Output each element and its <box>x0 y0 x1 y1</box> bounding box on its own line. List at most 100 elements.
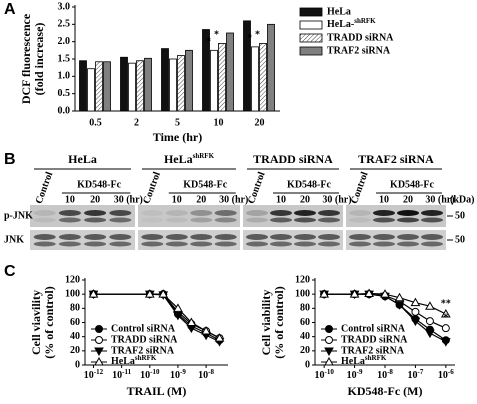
y-tick-label: 0.5 <box>58 88 71 99</box>
x-tick-label: 10-6 <box>438 368 454 382</box>
band <box>421 217 443 223</box>
band <box>141 210 164 216</box>
blot-p-jnk <box>346 205 446 227</box>
x-tick-label: 5 <box>175 117 180 128</box>
marker-label: 50 <box>455 234 465 245</box>
band <box>421 234 443 240</box>
legend-swatch <box>299 46 323 56</box>
band <box>270 217 292 223</box>
legend-label: TRAF2 siRNA <box>111 345 175 356</box>
point <box>425 329 435 339</box>
y-axis-label: Cell viability(% of control) <box>259 286 286 358</box>
legend-label: Control siRNA <box>111 323 176 334</box>
bar <box>259 43 267 112</box>
superscript: -6 <box>448 368 454 376</box>
y-tick-label: 60 <box>70 317 80 328</box>
text-part: 10 <box>314 370 324 381</box>
band <box>165 217 188 223</box>
bar <box>218 43 226 112</box>
x-tick-label: 10-8 <box>377 368 393 382</box>
band <box>58 210 81 216</box>
legend-marker <box>325 336 333 344</box>
band <box>141 241 164 247</box>
legend-label: HeLa <box>327 6 351 17</box>
y-axis-label-line: DCF fluorescence <box>19 13 33 104</box>
band <box>109 241 132 247</box>
y-tick-label: 2.5 <box>58 19 71 30</box>
text-part: HeLa <box>111 356 135 367</box>
text-part: 10 <box>407 370 417 381</box>
legend-marker <box>325 325 333 333</box>
text-part: 10 <box>140 370 150 381</box>
point <box>394 301 405 310</box>
band <box>349 210 371 216</box>
y-tick-label: 1.5 <box>58 53 71 64</box>
bar <box>79 60 87 112</box>
blot-jnk <box>243 230 343 250</box>
band <box>214 241 237 247</box>
treatment-label: KD548-Fc <box>183 179 227 190</box>
band <box>109 210 132 216</box>
superscript: -10 <box>324 368 334 376</box>
band <box>318 234 340 240</box>
time-label: 20 <box>196 194 206 205</box>
band <box>58 217 81 223</box>
bar <box>128 62 136 112</box>
band <box>318 217 340 223</box>
y-tick-label: 80 <box>70 303 80 314</box>
y-tick-label: 60 <box>300 317 310 328</box>
band <box>397 217 419 223</box>
band <box>84 241 107 247</box>
band <box>58 234 81 240</box>
y-tick-label: 100 <box>295 288 310 299</box>
band <box>33 217 56 223</box>
band <box>270 241 292 247</box>
bar <box>169 58 177 112</box>
legend-swatch <box>299 20 323 30</box>
band <box>373 241 395 247</box>
band <box>58 241 81 247</box>
time-label: 20 <box>90 194 100 205</box>
point <box>173 311 183 321</box>
point <box>440 308 451 318</box>
y-tick-label: 20 <box>70 345 80 356</box>
y-axis-label-line: Cell viability <box>259 290 273 356</box>
band <box>165 210 188 216</box>
text-part: HeLa <box>341 356 365 367</box>
annotation: * <box>443 312 448 323</box>
point <box>440 338 451 347</box>
superscript: shRFK <box>193 152 215 160</box>
annotation: ** <box>441 298 451 309</box>
legend-label: HeLashRFK <box>341 354 387 368</box>
blot-p-jnk <box>30 205 135 227</box>
band <box>397 241 419 247</box>
band <box>109 234 132 240</box>
band <box>84 234 107 240</box>
superscript: shRFK <box>354 17 376 25</box>
band <box>33 210 56 216</box>
y-tick-label: 80 <box>300 303 310 314</box>
legend-marker <box>94 347 104 357</box>
time-label: 10 <box>65 194 75 205</box>
band <box>165 241 188 247</box>
point <box>364 288 374 297</box>
band <box>294 241 316 247</box>
band <box>397 234 419 240</box>
point <box>186 317 197 326</box>
superscript: shRFK <box>365 354 387 362</box>
x-tick-label: 10 <box>214 117 224 128</box>
band <box>109 217 132 223</box>
bar <box>95 61 103 112</box>
control-label: Control <box>349 170 371 205</box>
band <box>214 234 237 240</box>
legend-label: TRADD siRNA <box>327 32 394 43</box>
y-tick-label: 3.0 <box>58 1 71 12</box>
blot-jnk <box>138 230 240 250</box>
legend-marker <box>95 336 103 344</box>
treatment-label: KD548-Fc <box>287 179 331 190</box>
y-axis-label-line: (% of control) <box>272 286 286 358</box>
group-title: TRAF2 siRNA <box>358 152 434 166</box>
x-tick-label: 10-9 <box>347 368 363 382</box>
point <box>144 289 155 298</box>
legend-label: HeLa-shRFK <box>327 17 376 31</box>
